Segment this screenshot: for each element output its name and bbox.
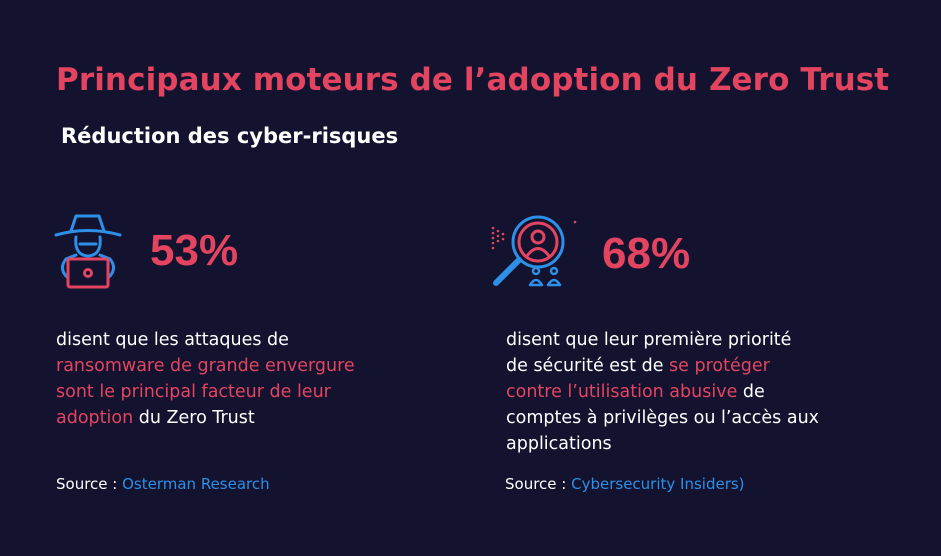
- stat-value-53: 53%: [150, 226, 239, 275]
- description-text: de sécurité est de: [506, 356, 670, 376]
- description-text: du Zero Trust: [133, 408, 255, 428]
- description-text: de: [737, 382, 765, 402]
- description-highlight: sont le principal facteur de leur: [56, 382, 331, 402]
- description-text: disent que les attaques de: [56, 330, 289, 350]
- stat-value-68: 68%: [602, 229, 691, 278]
- source-label: Source :: [505, 475, 572, 493]
- description-highlight: se protéger: [669, 356, 770, 376]
- page-title: Principaux moteurs de l’adoption du Zero…: [56, 62, 890, 98]
- description-text: comptes à privilèges ou l’accès aux: [506, 408, 820, 428]
- source-label: Source :: [56, 475, 123, 493]
- magnifier-user-icon: [491, 215, 577, 287]
- source-line: Source : Osterman Research: [56, 475, 270, 493]
- source-link-cybersecurity-insiders[interactable]: Cybersecurity Insiders): [571, 475, 745, 493]
- section-subtitle: Réduction des cyber-risques: [61, 124, 399, 148]
- description-text: applications: [506, 434, 612, 454]
- stat-description: disent que les attaques de ransomware de…: [56, 327, 416, 431]
- stat-description: disent que leur première priorité de séc…: [506, 327, 906, 457]
- source-line: Source : Cybersecurity Insiders): [505, 475, 745, 493]
- hacker-laptop-icon: [54, 214, 122, 289]
- source-link-osterman[interactable]: Osterman Research: [122, 475, 270, 493]
- description-highlight: adoption: [56, 408, 134, 428]
- description-text: disent que leur première priorité: [506, 330, 792, 350]
- description-highlight: contre l’utilisation abusive: [506, 382, 738, 402]
- description-highlight: ransomware de grande envergure: [56, 356, 355, 376]
